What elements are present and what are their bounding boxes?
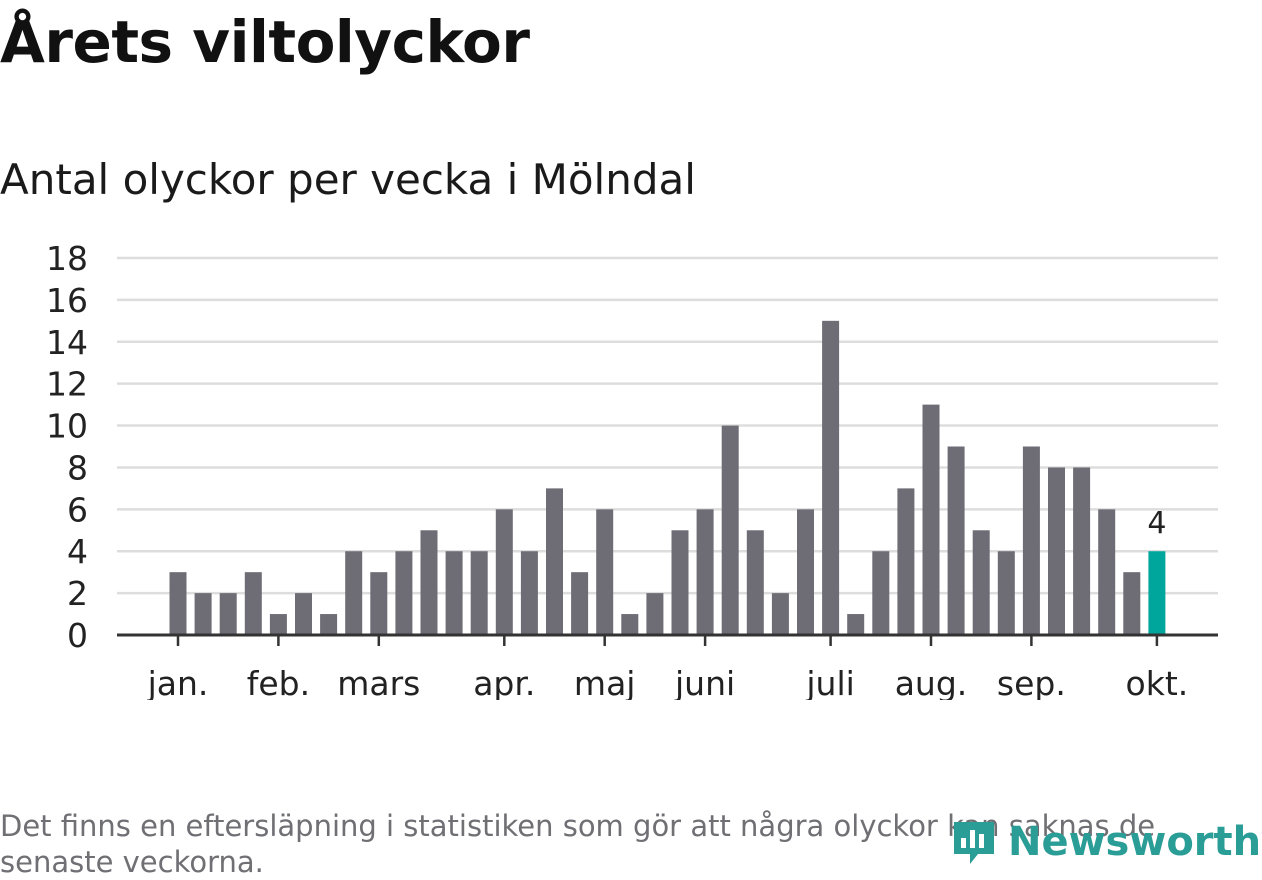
data-labels: 4: [1147, 506, 1166, 541]
bar: [797, 509, 814, 635]
bar: [470, 551, 488, 635]
bar: [721, 425, 739, 635]
bar: [646, 593, 664, 635]
bar: [345, 551, 363, 635]
bar: [370, 572, 388, 635]
y-tick-label: 0: [67, 616, 88, 655]
x-tick-label: juli: [805, 664, 854, 700]
bar: [320, 614, 338, 635]
x-tick-label: mars: [337, 664, 420, 700]
bar: [746, 530, 764, 635]
grid-lines: [117, 256, 1218, 595]
x-tick-label: feb.: [247, 664, 310, 700]
bar: [420, 530, 438, 635]
x-tick-label: juni: [674, 664, 735, 700]
bar: [571, 572, 589, 635]
bar: [1022, 446, 1040, 635]
bar: [972, 530, 990, 635]
bar: [269, 614, 287, 635]
y-tick-label: 10: [46, 407, 88, 446]
bar: [671, 530, 689, 635]
bar: [922, 404, 940, 635]
y-tick-label: 16: [46, 281, 88, 320]
brand-name: Newsworthy: [1008, 819, 1262, 865]
x-tick-label: jan.: [147, 664, 209, 700]
brand-logo: Newsworthy: [950, 818, 1262, 866]
chart-title: Årets viltolyckor: [0, 8, 530, 76]
x-tick-label: apr.: [473, 664, 535, 700]
bar: [295, 593, 312, 635]
bar: [1048, 467, 1065, 635]
data-label: 4: [1147, 506, 1166, 541]
bar: [169, 572, 187, 635]
bar: [546, 488, 563, 635]
bar: [244, 572, 262, 635]
bar: [1123, 572, 1141, 635]
bar: [495, 509, 513, 635]
bar: [872, 551, 890, 635]
x-tick-label: maj: [574, 664, 636, 700]
y-tick-label: 6: [67, 490, 88, 529]
bar: [1073, 467, 1091, 635]
bar: [1148, 551, 1166, 635]
bar: [847, 614, 865, 635]
bar: [771, 593, 789, 635]
y-tick-label: 12: [46, 365, 88, 404]
bar: [445, 551, 463, 635]
bar: [219, 593, 237, 635]
bar: [897, 488, 915, 635]
x-tick-label: sep.: [997, 664, 1066, 700]
y-tick-label: 18: [46, 239, 88, 278]
newsworthy-logo-icon: [954, 822, 994, 864]
x-tick-label: okt.: [1126, 664, 1189, 700]
bar: [947, 446, 965, 635]
bar: [596, 509, 614, 635]
y-tick-label: 2: [67, 574, 88, 613]
bar: [822, 320, 840, 635]
bar: [194, 593, 212, 635]
x-tick-label: aug.: [895, 664, 968, 700]
y-tick-label: 14: [46, 323, 88, 362]
bars: [169, 320, 1166, 635]
chart-subtitle: Antal olyckor per vecka i Mölndal: [0, 155, 696, 204]
x-axis-ticks: jan. feb. mars apr. maj juni juli aug. sep. okt.: [147, 635, 1189, 700]
y-tick-label: 4: [67, 532, 88, 571]
bar: [997, 551, 1015, 635]
bar: [520, 551, 538, 635]
bar: [395, 551, 413, 635]
bar: [1098, 509, 1116, 635]
bar: [696, 509, 714, 635]
bar: [621, 614, 639, 635]
y-tick-label: 8: [67, 448, 88, 487]
